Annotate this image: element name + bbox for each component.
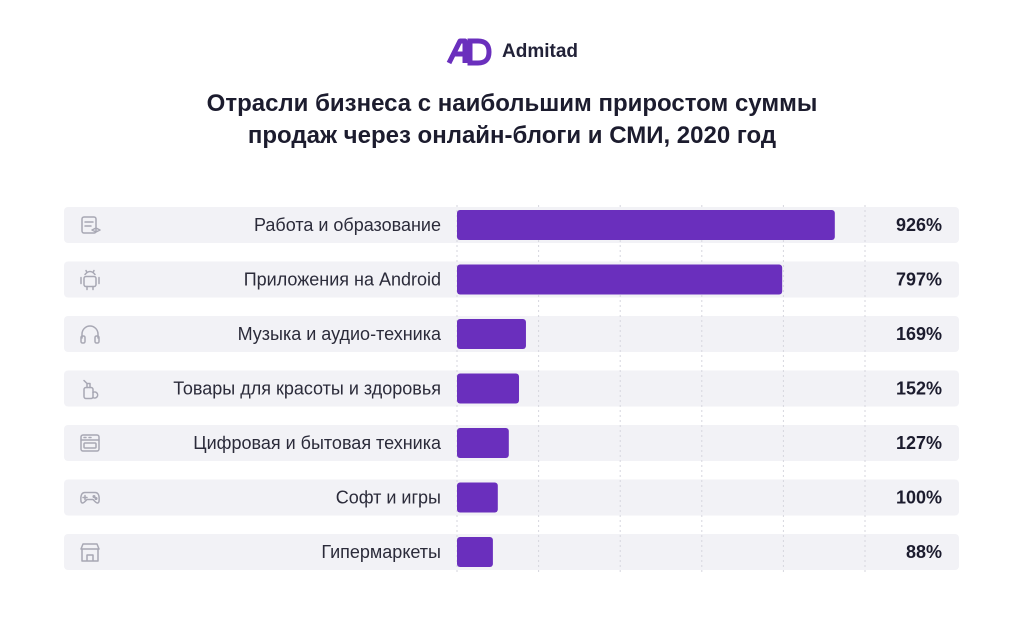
category-label: Музыка и аудио-техника <box>238 324 442 344</box>
brand: Admitad <box>0 38 1024 66</box>
value-label: 797% <box>896 270 942 290</box>
value-label: 127% <box>896 433 942 453</box>
gamepad-icon <box>80 491 100 504</box>
category-label: Приложения на Android <box>244 270 441 290</box>
value-label: 169% <box>896 324 942 344</box>
chart-title-line-2: продаж через онлайн-блоги и СМИ, 2020 го… <box>247 122 777 149</box>
row-background <box>64 479 959 516</box>
bar <box>457 537 493 567</box>
chart-title: Отрасли бизнеса с наибольшим приростом с… <box>0 88 1024 152</box>
bar <box>457 319 526 349</box>
value-label: 100% <box>896 488 942 508</box>
row-background <box>64 534 959 570</box>
android-icon <box>80 269 100 291</box>
category-label: Работа и образование <box>254 215 441 235</box>
category-label: Софт и игры <box>336 488 441 508</box>
category-label: Гипермаркеты <box>321 542 441 562</box>
value-label: 152% <box>896 379 942 399</box>
bar <box>457 428 509 458</box>
admitad-logo-icon <box>446 38 492 66</box>
bar <box>457 373 520 404</box>
oven-appliance-icon <box>80 434 100 452</box>
bar <box>457 482 498 513</box>
bar <box>457 210 835 240</box>
chart-title-line-1: Отрасли бизнеса с наибольшим приростом с… <box>206 90 818 117</box>
brand-name: Admitad <box>502 41 578 62</box>
value-label: 88% <box>906 542 942 562</box>
category-label: Товары для красоты и здоровья <box>173 379 441 399</box>
row-background <box>64 425 959 461</box>
category-label: Цифровая и бытовая техника <box>193 433 442 453</box>
headphones-icon <box>80 325 100 344</box>
store-icon <box>80 543 100 562</box>
bar <box>457 264 783 295</box>
document-education-icon <box>81 216 101 234</box>
cosmetics-bottle-icon <box>83 379 99 400</box>
value-label: 926% <box>896 215 942 235</box>
